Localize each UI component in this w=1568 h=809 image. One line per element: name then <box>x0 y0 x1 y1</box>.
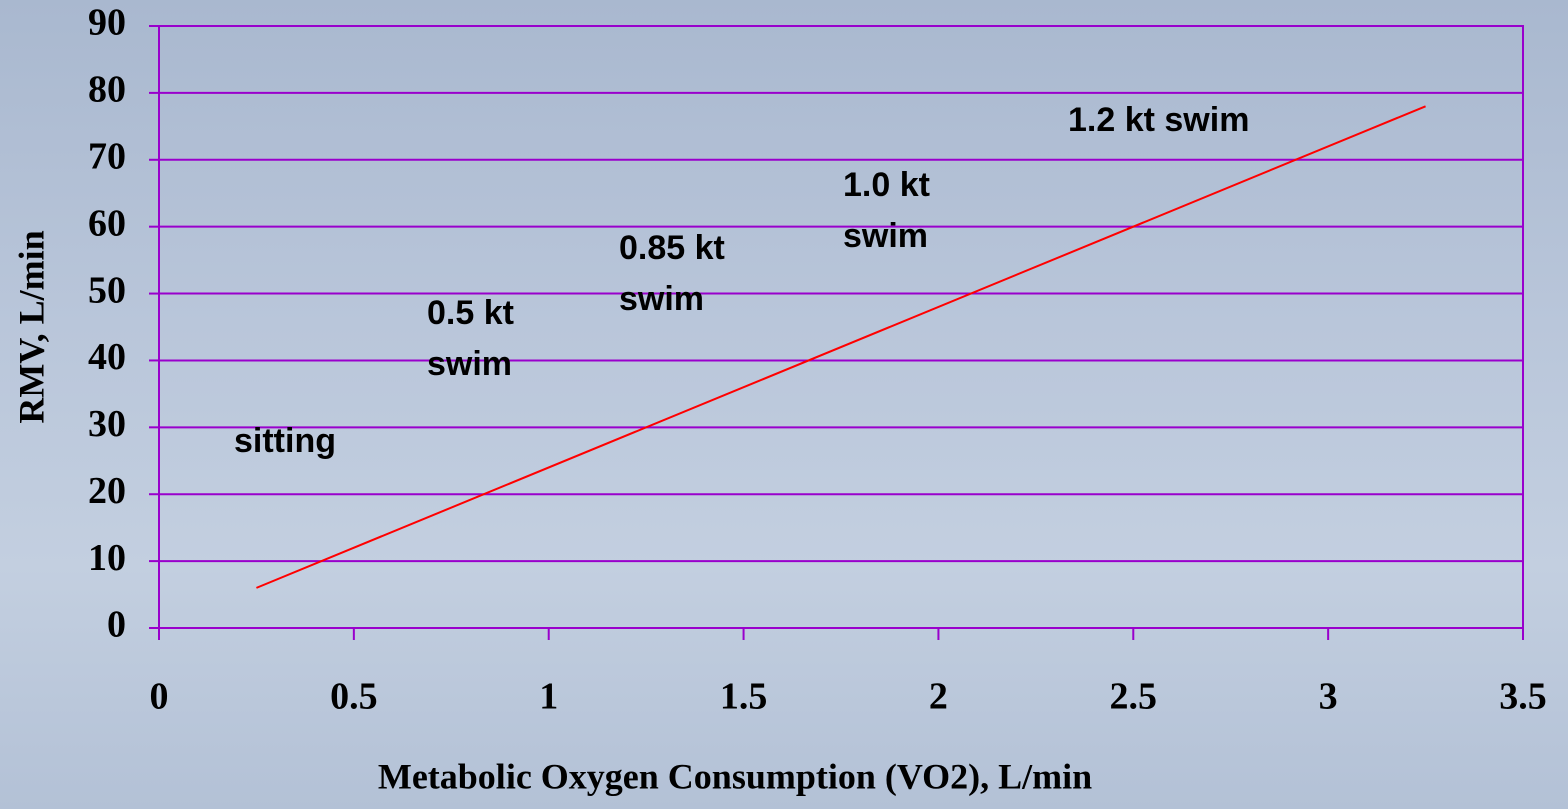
annotation-line: 0.5 kt <box>427 294 514 332</box>
x-tick-label: 0 <box>150 676 169 718</box>
annotation-line: swim <box>843 217 928 255</box>
annotation: 0.5 kt swim <box>427 294 514 383</box>
page: Metabolic Oxygen Consumption (VO2), L/mi… <box>0 0 1568 809</box>
annotation: 1.0 kt swim <box>843 166 930 255</box>
plot-border <box>159 26 1523 628</box>
y-tick-label: 0 <box>107 604 126 646</box>
x-tick-label: 2 <box>929 676 948 718</box>
annotation-line: swim <box>427 345 512 383</box>
annotation-line: 1.0 kt <box>843 166 930 204</box>
x-tick-label: 3 <box>1319 676 1338 718</box>
annotation: 1.2 kt swim <box>1068 101 1249 139</box>
y-tick-label: 60 <box>88 202 126 244</box>
x-axis-title: Metabolic Oxygen Consumption (VO2), L/mi… <box>378 756 1092 796</box>
y-tick-label: 10 <box>88 537 126 579</box>
x-tick-label: 2.5 <box>1110 676 1158 718</box>
x-tick-label: 3.5 <box>1499 676 1547 718</box>
y-tick-label: 80 <box>88 69 126 111</box>
y-tick-label: 70 <box>88 135 126 177</box>
annotation: sitting <box>234 422 336 460</box>
y-tick-label: 50 <box>88 269 126 311</box>
y-axis-title: RMV, L/min <box>11 230 51 423</box>
y-tick-label: 30 <box>88 403 126 445</box>
y-tick-label: 20 <box>88 470 126 512</box>
y-tick-label: 40 <box>88 336 126 378</box>
y-tick-label: 90 <box>88 2 126 44</box>
annotation-line: 0.85 kt <box>619 229 725 267</box>
x-tick-label: 0.5 <box>330 676 378 718</box>
annotation-line: swim <box>619 280 704 318</box>
chart: Metabolic Oxygen Consumption (VO2), L/mi… <box>0 0 1568 809</box>
x-tick-label: 1 <box>539 676 558 718</box>
annotation-line: 1.2 kt swim <box>1068 101 1249 139</box>
annotation-line: sitting <box>234 422 336 460</box>
x-tick-label: 1.5 <box>720 676 768 718</box>
annotation: 0.85 kt swim <box>619 229 725 318</box>
